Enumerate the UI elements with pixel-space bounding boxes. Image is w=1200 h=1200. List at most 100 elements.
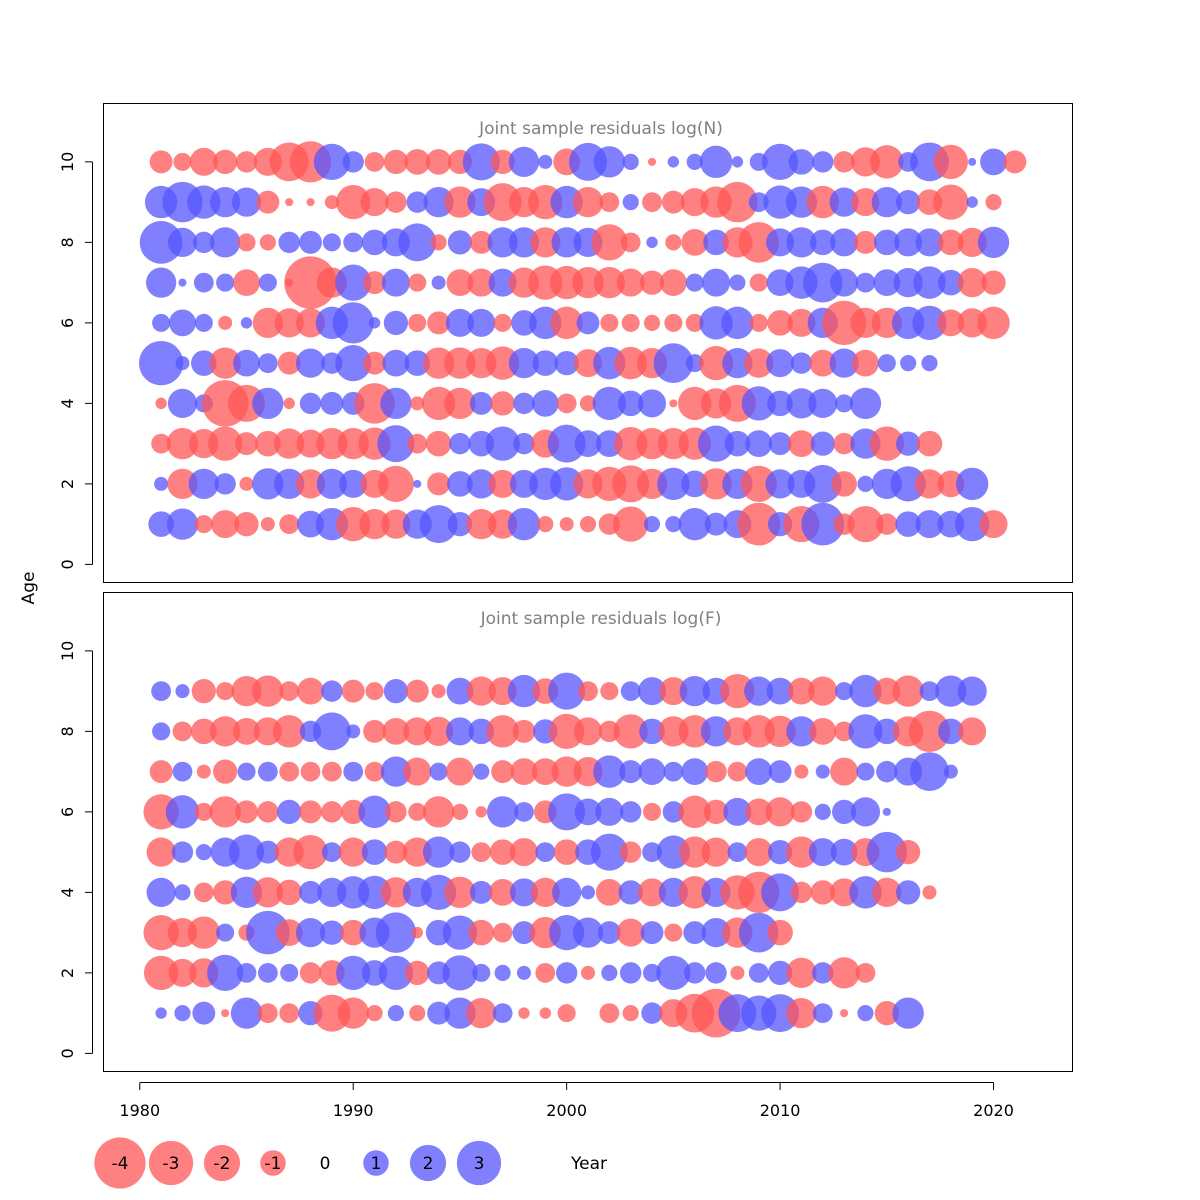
residual-bubble: [444, 997, 476, 1029]
residual-bubble: [252, 675, 284, 707]
residual-bubble: [149, 760, 173, 784]
residual-bubble: [876, 513, 898, 535]
residual-bubble: [643, 516, 661, 533]
residual-bubble: [806, 185, 839, 219]
residual-bubble: [408, 313, 427, 332]
residual-bubble: [146, 837, 176, 867]
residual-bubble: [475, 806, 488, 818]
residual-bubble: [166, 427, 199, 460]
residual-bubble: [699, 145, 733, 179]
residual-bubble: [574, 798, 602, 826]
y-tick-label: 6: [58, 807, 77, 817]
residual-bubble: [744, 838, 773, 867]
residual-bubble: [697, 425, 735, 462]
residual-bubble: [175, 356, 190, 371]
legend-bubble: [203, 1144, 241, 1182]
panel-logF-bubbles: [143, 672, 987, 1038]
residual-bubble: [786, 957, 817, 989]
residual-bubble: [167, 227, 198, 257]
residual-bubble: [258, 273, 277, 292]
residual-bubble: [704, 512, 728, 536]
residual-bubble: [490, 149, 515, 175]
residual-bubble: [958, 717, 987, 746]
residual-bubble: [175, 684, 190, 699]
residual-bubble: [591, 224, 628, 261]
residual-bubble: [908, 710, 951, 753]
residual-bubble: [259, 234, 276, 251]
residual-bubble: [639, 270, 665, 295]
residual-bubble: [703, 799, 729, 825]
residual-bubble: [210, 716, 241, 747]
residual-bubble: [146, 877, 176, 907]
residual-bubble: [766, 349, 795, 378]
residual-bubble: [338, 837, 368, 867]
residual-bubble: [768, 760, 792, 784]
legend-label: -2: [214, 1154, 231, 1174]
residual-bubble: [466, 508, 497, 540]
residual-bubble: [280, 963, 299, 982]
residual-bubble: [321, 680, 343, 702]
residual-bubble: [812, 1003, 833, 1024]
legend-label: 2: [423, 1154, 434, 1174]
residual-bubble: [847, 506, 884, 543]
residual-bubble: [977, 226, 1010, 259]
residual-bubble: [722, 347, 753, 379]
residual-bubble: [422, 796, 455, 828]
residual-bubble: [173, 152, 192, 171]
residual-bubble: [831, 471, 857, 497]
residual-bubble: [293, 834, 328, 870]
residual-bubble: [402, 837, 432, 867]
residual-bubble: [659, 677, 688, 706]
residual-bubble: [320, 391, 344, 415]
residual-bubble: [213, 149, 238, 175]
residual-bubble: [919, 681, 940, 702]
residual-bubble: [444, 387, 476, 420]
y-tick-label: 0: [58, 1048, 77, 1058]
residual-bubble: [866, 831, 908, 873]
residual-bubble: [785, 836, 818, 868]
residual-bubble: [359, 508, 390, 540]
residual-bubble: [425, 430, 452, 457]
residual-bubble: [240, 317, 253, 329]
residual-bubble: [921, 355, 938, 372]
residual-bubble: [321, 801, 343, 823]
residual-bubble: [488, 268, 517, 297]
residual-bubble: [764, 715, 796, 748]
residual-bubble: [639, 718, 665, 745]
residual-bubble: [765, 797, 795, 827]
y-tick-label: 4: [58, 398, 77, 408]
residual-bubble: [550, 185, 583, 219]
residual-bubble: [210, 227, 241, 258]
residual-bubble: [423, 186, 454, 218]
residual-bubble: [429, 762, 448, 781]
residual-bubble: [196, 764, 211, 779]
residual-bubble: [167, 388, 198, 418]
residual-bubble: [590, 833, 628, 871]
residual-bubble: [279, 681, 300, 702]
residual-bubble: [278, 231, 300, 254]
residual-bubble: [788, 149, 815, 175]
panel-logN-title: Joint sample residuals log(N): [478, 119, 723, 139]
residual-bubble: [678, 507, 711, 541]
residual-bubble: [193, 272, 214, 293]
residual-bubble: [727, 842, 748, 863]
residual-bubble: [593, 755, 626, 788]
residual-bubble: [357, 875, 392, 910]
residual-bubble: [446, 677, 474, 705]
residual-bubble: [833, 432, 855, 455]
residual-bubble: [257, 353, 278, 374]
residual-bubble: [276, 879, 302, 906]
residual-bubble: [833, 151, 855, 173]
residual-bubble: [335, 345, 372, 382]
residual-bubble: [895, 511, 921, 537]
residual-bubble: [380, 387, 412, 420]
residual-bubble: [364, 151, 385, 172]
residual-bubble: [490, 391, 515, 416]
residual-bubble: [189, 147, 218, 176]
residual-bubble: [363, 719, 387, 743]
residual-bubble: [702, 268, 731, 297]
residual-bubble: [485, 346, 520, 380]
residual-bubble: [233, 269, 260, 297]
residual-bubble: [216, 682, 235, 701]
residual-bubble: [640, 921, 664, 945]
